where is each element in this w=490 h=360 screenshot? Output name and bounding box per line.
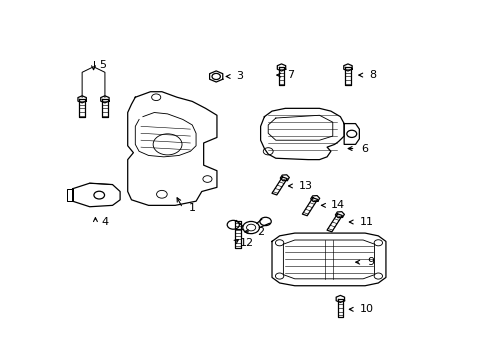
Text: 5: 5 <box>99 60 106 70</box>
Text: 7: 7 <box>287 70 294 80</box>
Text: 11: 11 <box>359 217 373 227</box>
Text: 9: 9 <box>367 257 374 267</box>
Text: 2: 2 <box>257 227 264 237</box>
Text: 12: 12 <box>240 238 254 248</box>
Text: 10: 10 <box>359 304 373 314</box>
Text: 4: 4 <box>101 217 108 227</box>
Text: 14: 14 <box>331 201 345 210</box>
Text: 1: 1 <box>189 203 196 213</box>
Text: 3: 3 <box>236 72 243 81</box>
Text: 6: 6 <box>361 144 368 153</box>
Text: 13: 13 <box>298 181 313 191</box>
Text: 8: 8 <box>369 70 376 80</box>
